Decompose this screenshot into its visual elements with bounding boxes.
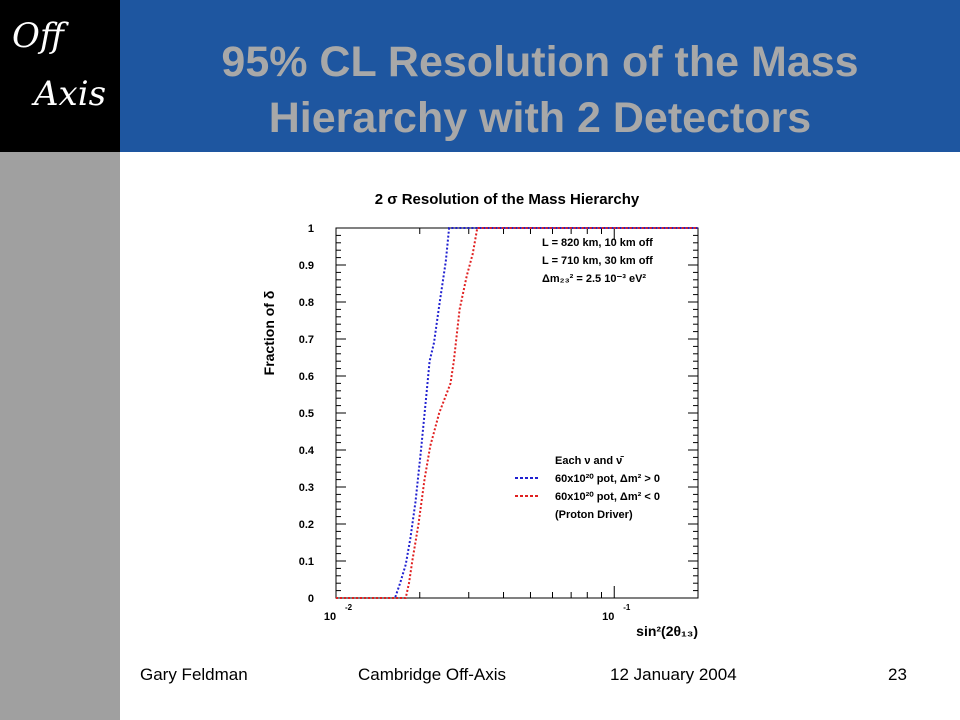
x-tick-label-base: 10 xyxy=(602,611,614,623)
series-line-negative xyxy=(336,227,698,599)
legend-footer: (Proton Driver) xyxy=(555,509,633,521)
y-tick-label: 0.5 xyxy=(299,408,314,420)
legend-entry-negative: 60x10²⁰ pot, Δm² < 0 xyxy=(555,491,660,503)
logo-line-axis: Axis xyxy=(34,74,107,114)
series-line-positive xyxy=(336,227,698,599)
side-bar xyxy=(0,152,120,720)
x-tick-label-base: 10 xyxy=(324,611,336,623)
logo-box: Off Axis xyxy=(0,0,120,152)
y-tick-label: 0.7 xyxy=(299,334,314,346)
footer-author: Gary Feldman xyxy=(140,665,248,684)
chart-annotation: L = 820 km, 10 km off xyxy=(542,237,653,249)
y-tick-label: 0.2 xyxy=(299,519,314,531)
x-axis-label: sin²(2θ₁₃) xyxy=(636,623,698,639)
y-tick-label: 1 xyxy=(308,223,314,235)
legend-header: Each ν and ν̄ xyxy=(555,455,624,467)
slide-title-line-1: 95% CL Resolution of the Mass xyxy=(221,38,859,86)
y-tick-label: 0.9 xyxy=(299,260,314,272)
y-tick-label: 0.4 xyxy=(299,445,315,457)
y-axis-label: Fraction of δ xyxy=(261,291,277,376)
y-tick-label: 0.1 xyxy=(299,556,314,568)
y-tick-label: 0.6 xyxy=(299,371,314,383)
logo-line-off: Off xyxy=(12,16,64,56)
chart-annotation: L = 710 km, 30 km off xyxy=(542,255,653,267)
mass-hierarchy-chart: 2 σ Resolution of the Mass Hierarchy 0 0.1… xyxy=(261,191,699,639)
chart-annotation: Δm₂₃² = 2.5 10⁻³ eV² xyxy=(542,273,646,285)
slide-title-line-2: Hierarchy with 2 Detectors xyxy=(268,94,812,142)
x-tick-label-exponent: -1 xyxy=(623,603,631,612)
footer-page-number: 23 xyxy=(888,665,907,684)
chart-title: 2 σ Resolution of the Mass Hierarchy xyxy=(375,191,640,208)
footer-event: Cambridge Off-Axis xyxy=(358,665,507,684)
x-tick-label-exponent: -2 xyxy=(345,603,353,612)
legend-entry-positive: 60x10²⁰ pot, Δm² > 0 xyxy=(555,473,660,485)
footer-date: 12 January 2004 xyxy=(610,665,737,684)
y-tick-label: 0.3 xyxy=(299,482,314,494)
y-tick-label: 0 xyxy=(308,593,314,605)
title-bar xyxy=(120,0,960,152)
y-tick-label: 0.8 xyxy=(299,297,314,309)
